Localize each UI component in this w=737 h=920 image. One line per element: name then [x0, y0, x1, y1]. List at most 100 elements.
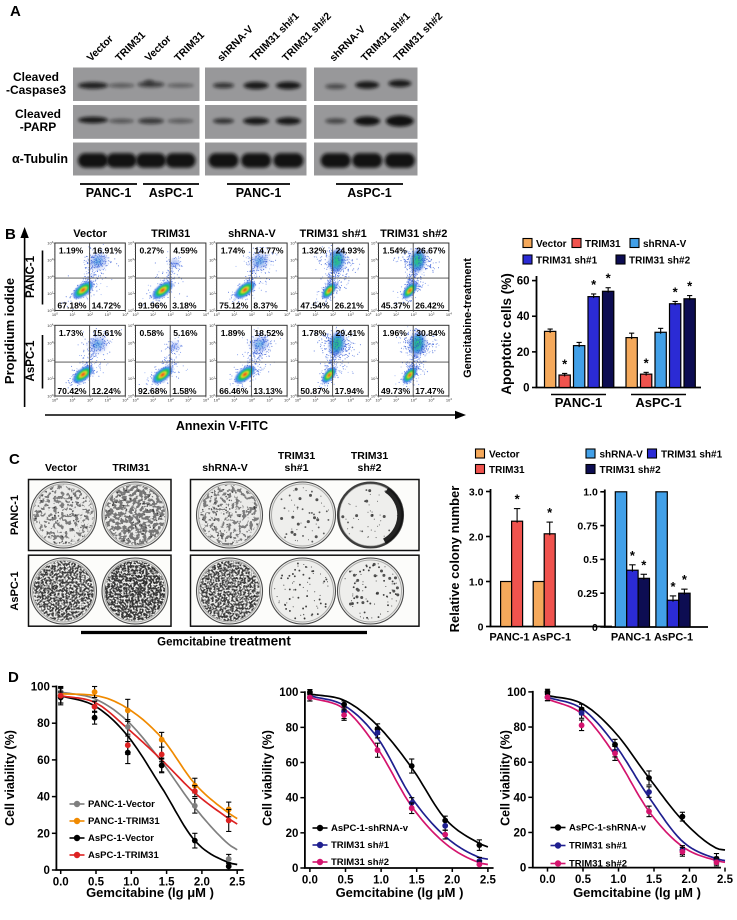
- svg-text:101: 101: [393, 312, 399, 318]
- svg-text:104: 104: [203, 397, 209, 403]
- svg-text:103: 103: [428, 397, 434, 403]
- svg-text:Vector: Vector: [489, 450, 520, 461]
- svg-text:shRNA-V: shRNA-V: [202, 462, 248, 474]
- svg-text:1.0: 1.0: [373, 875, 389, 887]
- svg-text:PANC-1-Vector: PANC-1-Vector: [88, 799, 155, 810]
- svg-text:103: 103: [47, 340, 53, 346]
- svg-text:104: 104: [47, 240, 53, 246]
- svg-text:100: 100: [31, 682, 50, 694]
- svg-text:PANC-1: PANC-1: [236, 186, 282, 200]
- svg-text:0.0: 0.0: [53, 877, 69, 889]
- svg-text:104: 104: [290, 240, 296, 246]
- svg-text:*: *: [591, 277, 597, 292]
- svg-text:Cleaved: Cleaved: [15, 107, 61, 121]
- svg-text:14.72%: 14.72%: [92, 301, 122, 311]
- svg-text:104: 104: [371, 240, 377, 246]
- svg-text:102: 102: [47, 274, 53, 280]
- svg-text:AsPC-1-shRNA-v: AsPC-1-shRNA-v: [331, 823, 409, 834]
- svg-text:102: 102: [128, 358, 134, 364]
- svg-text:101: 101: [150, 312, 156, 318]
- svg-text:2.5: 2.5: [229, 877, 246, 889]
- svg-text:102: 102: [87, 312, 93, 318]
- svg-text:103: 103: [348, 397, 354, 403]
- svg-text:104: 104: [446, 312, 452, 318]
- svg-text:100: 100: [214, 312, 220, 318]
- svg-text:104: 104: [446, 397, 452, 403]
- svg-text:*: *: [606, 271, 612, 286]
- svg-text:-Caspase3: -Caspase3: [6, 83, 66, 97]
- svg-text:PANC-1: PANC-1: [555, 395, 602, 410]
- svg-text:0.58%: 0.58%: [140, 328, 165, 338]
- svg-text:100: 100: [132, 397, 138, 403]
- svg-text:3.0: 3.0: [469, 486, 484, 498]
- svg-text:AsPC-1: AsPC-1: [654, 632, 693, 644]
- svg-text:26.21%: 26.21%: [335, 301, 365, 311]
- svg-text:100: 100: [128, 308, 134, 314]
- svg-text:AsPC-1: AsPC-1: [149, 186, 194, 200]
- svg-text:1.5: 1.5: [646, 874, 663, 886]
- svg-text:*: *: [644, 355, 650, 370]
- svg-text:3.18%: 3.18%: [172, 301, 197, 311]
- svg-text:102: 102: [249, 397, 255, 403]
- svg-text:103: 103: [47, 257, 53, 263]
- svg-text:102: 102: [168, 397, 174, 403]
- svg-text:103: 103: [266, 312, 272, 318]
- svg-text:D: D: [8, 669, 19, 686]
- svg-text:TRIM31 sh#1: TRIM31 sh#1: [569, 841, 628, 852]
- svg-text:TRIM31 sh#1: TRIM31 sh#1: [661, 450, 723, 461]
- svg-text:8.37%: 8.37%: [253, 301, 278, 311]
- svg-text:*: *: [515, 492, 521, 507]
- svg-text:100: 100: [507, 687, 526, 699]
- svg-text:PANC-1: PANC-1: [489, 632, 529, 644]
- svg-text:101: 101: [371, 291, 377, 297]
- svg-text:100: 100: [290, 393, 296, 399]
- svg-text:Vector: Vector: [536, 239, 567, 250]
- svg-text:101: 101: [47, 375, 53, 381]
- svg-text:0.5: 0.5: [338, 875, 355, 887]
- svg-text:100: 100: [52, 312, 58, 318]
- svg-text:0.75: 0.75: [577, 520, 598, 532]
- svg-text:103: 103: [266, 397, 272, 403]
- svg-text:α-Tubulin: α-Tubulin: [12, 152, 68, 166]
- svg-text:5.16%: 5.16%: [173, 328, 198, 338]
- svg-text:40: 40: [286, 793, 299, 805]
- svg-text:Cell viability (%): Cell viability (%): [499, 730, 513, 826]
- svg-text:100: 100: [295, 312, 301, 318]
- svg-text:TRIM31 sh#2: TRIM31 sh#2: [600, 465, 662, 476]
- svg-text:103: 103: [290, 257, 296, 263]
- svg-text:103: 103: [105, 397, 111, 403]
- svg-text:92.68%: 92.68%: [138, 386, 168, 396]
- svg-text:AsPC-1: AsPC-1: [9, 571, 21, 610]
- svg-text:1.0: 1.0: [123, 877, 139, 889]
- svg-text:TRIM31: TRIM31: [351, 450, 389, 462]
- svg-text:0: 0: [292, 863, 298, 875]
- svg-text:49.73%: 49.73%: [381, 386, 411, 396]
- svg-text:Relative colony number: Relative colony number: [447, 486, 462, 633]
- svg-text:TRIM31: TRIM31: [151, 228, 190, 240]
- svg-text:0: 0: [43, 865, 49, 877]
- svg-text:102: 102: [87, 397, 93, 403]
- svg-text:102: 102: [411, 312, 417, 318]
- svg-text:60: 60: [37, 755, 50, 767]
- svg-text:40: 40: [37, 792, 50, 804]
- svg-text:1.58%: 1.58%: [172, 386, 197, 396]
- svg-text:101: 101: [128, 291, 134, 297]
- svg-text:TRIM31 sh#1: TRIM31 sh#1: [331, 840, 390, 851]
- svg-text:104: 104: [365, 312, 371, 318]
- svg-text:1.78%: 1.78%: [302, 328, 327, 338]
- svg-text:Vector: Vector: [73, 228, 107, 240]
- svg-text:100: 100: [295, 397, 301, 403]
- svg-text:4.59%: 4.59%: [173, 246, 198, 256]
- svg-text:104: 104: [284, 312, 290, 318]
- svg-text:103: 103: [290, 340, 296, 346]
- svg-text:1.19%: 1.19%: [59, 246, 84, 256]
- svg-text:101: 101: [69, 397, 75, 403]
- svg-text:Cleaved: Cleaved: [13, 70, 59, 84]
- svg-text:PANC-1: PANC-1: [25, 255, 37, 298]
- svg-text:14.77%: 14.77%: [254, 246, 284, 256]
- svg-text:Gemcitabine treatment: Gemcitabine treatment: [157, 634, 291, 649]
- svg-text:103: 103: [348, 312, 354, 318]
- svg-text:26.67%: 26.67%: [416, 246, 446, 256]
- svg-text:103: 103: [371, 340, 377, 346]
- svg-text:1.89%: 1.89%: [221, 328, 246, 338]
